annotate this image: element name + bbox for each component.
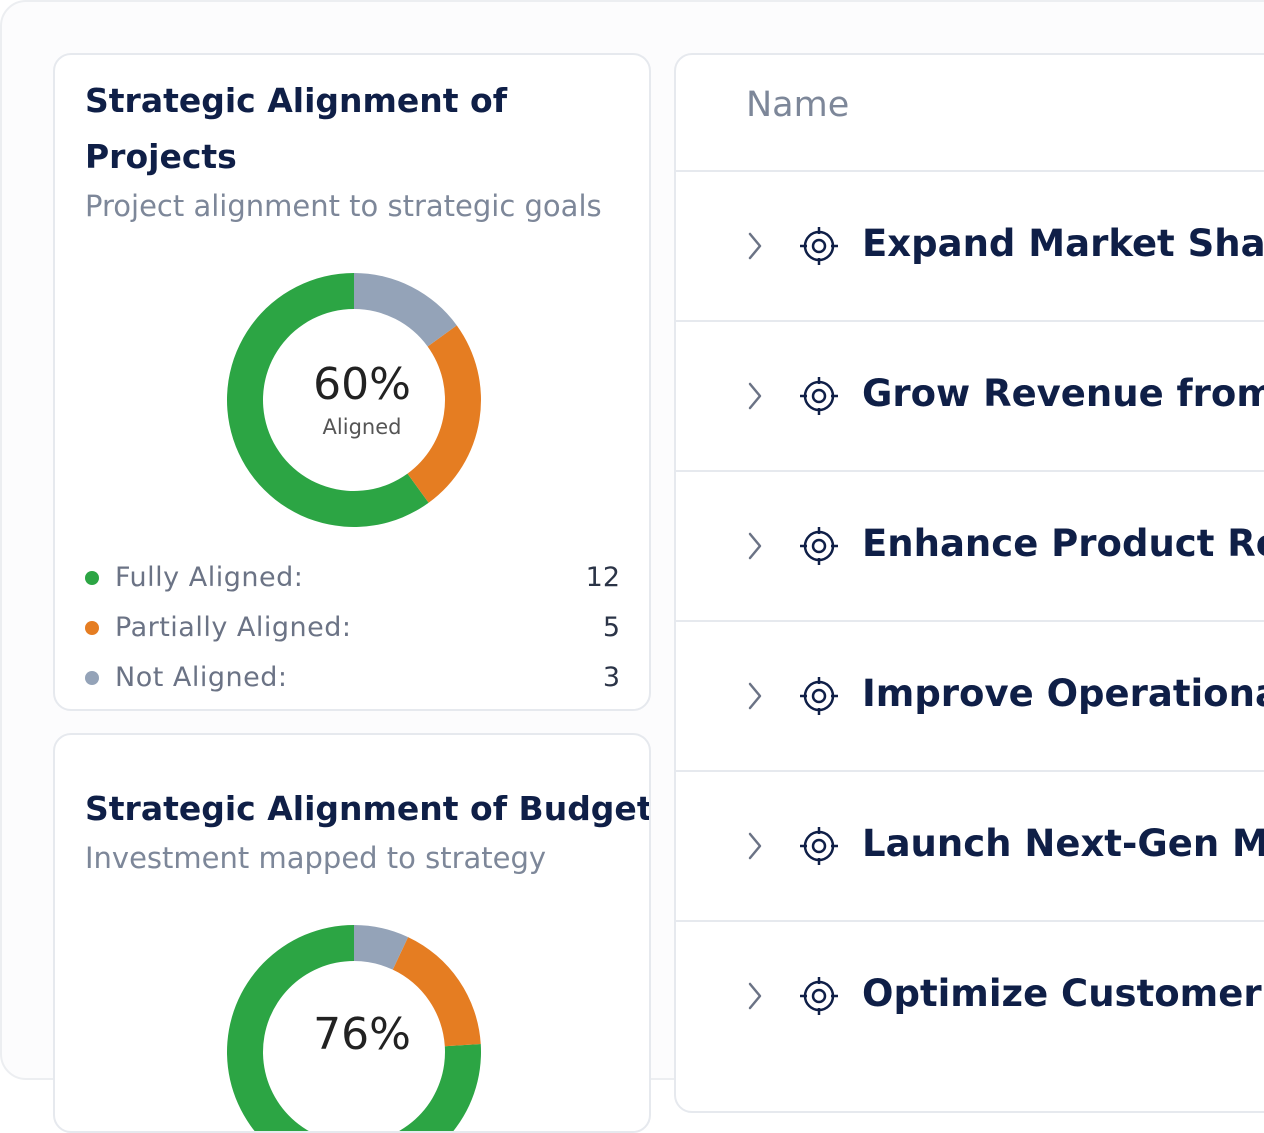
row-icons [748,827,838,865]
chevron[interactable] [748,532,762,560]
donut-segment [407,325,481,503]
row-name[interactable]: Improve Operational [862,672,1264,715]
donut-segment [392,937,481,1047]
row-icons [748,227,838,265]
chevron[interactable] [748,382,762,410]
row-icons [748,977,838,1015]
donut: 76% [227,925,481,1131]
legend-label: Partially Aligned: [115,612,352,643]
donut-segment [354,925,409,970]
row-name[interactable]: Optimize Customer S [862,972,1264,1015]
chevron[interactable] [748,982,762,1010]
table-row: Grow Revenue from E [676,320,1264,470]
table-row: Improve Operational [676,620,1264,770]
row-name[interactable]: Launch Next-Gen Mo [862,822,1264,865]
legend-value: 3 [602,662,620,693]
target-icon [800,827,838,865]
card-subtitle: Investment mapped to strategy [85,841,547,875]
target-icon [800,977,838,1015]
target-icon [800,227,838,265]
legend-label: Not Aligned: [115,662,288,693]
legend-item: Not Aligned: 3 [55,658,652,698]
row-name[interactable]: Enhance Product Reli [862,522,1264,565]
row-name[interactable]: Expand Market Share [862,222,1264,265]
row-icons [748,377,838,415]
center-label: Aligned [323,415,402,439]
chevron[interactable] [748,682,762,710]
table-row: Expand Market Share [676,170,1264,320]
chevron[interactable] [748,232,762,260]
donut-segment [226,273,429,527]
card-subtitle: Project alignment to strategic goals [85,189,602,223]
table: Name Expand Market Share Grow Revenue fr… [674,53,1264,1113]
donut-segment [227,925,481,1131]
row-icons [748,527,838,565]
card: Strategic Alignment of Projects Project … [53,53,651,711]
table-row: Optimize Customer S [676,920,1264,1070]
legend-label: Fully Aligned: [115,562,304,593]
center-value: 60% [313,359,411,410]
legend-dot [85,621,99,635]
row-name[interactable]: Grow Revenue from E [862,372,1264,415]
card-title: Strategic Alignment of Budget [85,789,651,828]
column-header: Name [746,85,850,125]
legend-value: 12 [585,562,620,593]
center-value: 76% [313,1009,411,1060]
legend-item: Partially Aligned: 5 [55,608,652,648]
donut-segment [354,273,457,347]
card-title: Strategic Alignment of Projects [85,81,508,176]
target-icon [800,377,838,415]
target-icon [800,527,838,565]
table-row: Enhance Product Reli [676,470,1264,620]
legend-item: Fully Aligned: 12 [55,558,652,598]
legend-value: 5 [602,612,620,643]
legend-dot [85,571,99,585]
row-icons [748,677,838,715]
chevron[interactable] [748,832,762,860]
card: Strategic Alignment of Budget Investment… [53,733,651,1133]
target-icon [800,677,838,715]
donut: 60% Aligned [226,273,481,527]
table-row: Launch Next-Gen Mo [676,770,1264,920]
legend-dot [85,671,99,685]
